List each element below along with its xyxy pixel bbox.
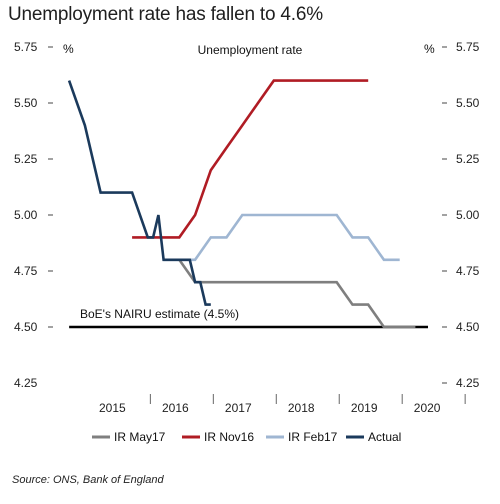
legend-label: IR Nov16 xyxy=(204,430,254,444)
right-axis-unit: % xyxy=(424,42,435,56)
x-tick-label: 2019 xyxy=(351,401,378,415)
y-tick-label-right: 5.00 xyxy=(456,208,480,222)
y-tick-label-right: 4.75 xyxy=(456,264,480,278)
y-tick-label-left: 5.00 xyxy=(14,208,38,222)
source-note: Source: ONS, Bank of England xyxy=(12,474,164,486)
y-tick-label-right: 5.75 xyxy=(456,40,480,54)
series-line-ir-may17 xyxy=(178,259,416,329)
y-tick-label-left: 4.50 xyxy=(14,320,38,334)
nairu-annotation: BoE's NAIRU estimate (4.5%) xyxy=(80,307,239,321)
y-tick-label-left: 4.25 xyxy=(14,376,38,390)
chart-inner-title: Unemployment rate xyxy=(198,43,303,57)
y-tick-label-right: 5.50 xyxy=(456,96,480,110)
series-line-actual xyxy=(67,80,211,306)
legend-label: IR Feb17 xyxy=(288,430,338,444)
y-tick-label-left: 5.75 xyxy=(14,40,38,54)
chart-main-title: Unemployment rate has fallen to 4.6% xyxy=(8,4,323,25)
x-tick-label: 2016 xyxy=(162,401,189,415)
series-line-ir-feb17 xyxy=(163,213,400,262)
y-tick-label-right: 4.25 xyxy=(456,376,480,390)
series-line-ir-nov16 xyxy=(132,79,369,239)
y-tick-label-left: 5.25 xyxy=(14,152,38,166)
y-tick-label-left: 5.50 xyxy=(14,96,38,110)
legend-label: IR May17 xyxy=(114,430,166,444)
x-tick-label: 2015 xyxy=(99,401,126,415)
y-tick-label-right: 5.25 xyxy=(456,152,480,166)
x-tick-label: 2017 xyxy=(225,401,252,415)
y-tick-label-left: 4.75 xyxy=(14,264,38,278)
y-tick-label-right: 4.50 xyxy=(456,320,480,334)
legend-label: Actual xyxy=(368,430,401,444)
left-axis-unit: % xyxy=(63,42,74,56)
x-tick-label: 2020 xyxy=(414,401,441,415)
x-tick-label: 2018 xyxy=(288,401,315,415)
